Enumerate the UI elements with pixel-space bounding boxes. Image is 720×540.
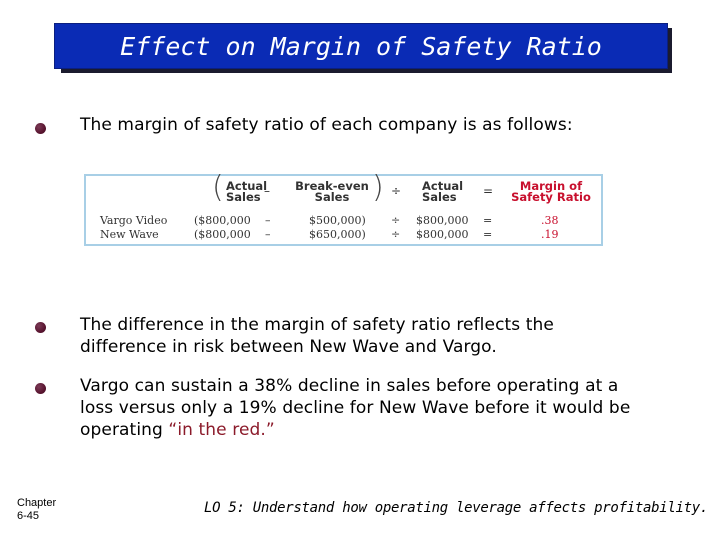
row-equals: = [483, 214, 493, 227]
header-actual-sales: Actual Sales [226, 179, 268, 204]
row-breakeven: $650,000) [309, 228, 366, 241]
title-banner: Effect on Margin of Safety Ratio [54, 23, 668, 69]
row-actual2: $800,000 [416, 228, 469, 241]
bullet-icon [35, 123, 46, 134]
slide-title: Effect on Margin of Safety Ratio [120, 31, 602, 61]
row-minus: – [265, 214, 271, 227]
row-minus: – [265, 228, 271, 241]
row-divide: ÷ [391, 228, 401, 241]
row-ratio: .19 [541, 228, 559, 241]
row-actual: ($800,000 [194, 228, 251, 241]
open-paren: ( [212, 170, 224, 205]
margin-of-safety-table: ( Actual Sales – Break-even Sales ) ÷ Ac… [84, 170, 603, 246]
header-minus: – [264, 184, 270, 198]
row-ratio: .38 [541, 214, 559, 227]
row-breakeven: $500,000) [309, 214, 366, 227]
bullet-icon [35, 322, 46, 333]
header-actual-sales-2: Actual Sales [422, 179, 464, 204]
header-margin-of-safety: Margin of Safety Ratio [511, 179, 591, 204]
bullet-text-2: The difference in the margin of safety r… [80, 315, 554, 357]
bullet-icon [35, 383, 46, 394]
header-divide: ÷ [391, 184, 402, 198]
in-the-red-highlight: “in the red.” [168, 420, 275, 440]
bullet-text-3: Vargo can sustain a 38% decline in sales… [80, 376, 631, 440]
close-paren: ) [372, 170, 384, 205]
learning-objective: LO 5: Understand how operating leverage … [204, 500, 708, 516]
row-equals: = [483, 228, 493, 241]
row-divide: ÷ [391, 214, 401, 227]
row-actual: ($800,000 [194, 214, 251, 227]
header-breakeven-sales: Break-even Sales [295, 179, 369, 204]
row-actual2: $800,000 [416, 214, 469, 227]
header-equals: = [483, 184, 494, 198]
bullet-text-1: The margin of safety ratio of each compa… [80, 115, 573, 135]
row-company: Vargo Video [100, 214, 168, 227]
row-company: New Wave [100, 228, 159, 241]
chapter-label: Chapter 6-45 [17, 497, 57, 522]
